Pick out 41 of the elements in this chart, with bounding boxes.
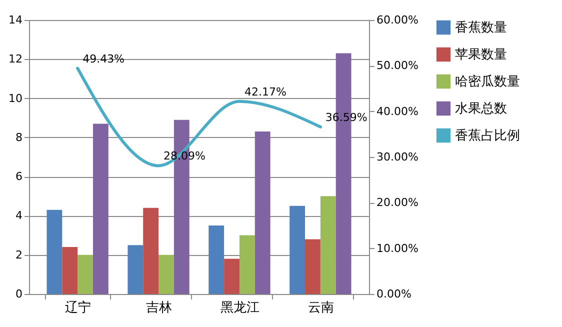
bar [320,196,336,294]
bar [239,235,255,294]
legend-label: 苹果数量 [455,48,507,62]
y-tick-label: 10 [8,92,22,105]
y2-tick-label: 20.00% [376,196,418,210]
y2-tick-label: 30.00% [376,150,418,164]
data-label: 49.43% [82,52,125,66]
x-tick-label: 辽宁 [65,300,92,316]
legend-label: 香蕉数量 [455,20,507,36]
y-tick-label: 4 [16,209,22,222]
y2-tick-label: 0.00% [376,288,412,300]
y2-tick-label: 10.00% [376,242,418,255]
bar [158,254,174,294]
y-tick-label: 12 [8,52,22,66]
x-tick-label: 吉林 [146,300,172,316]
y-tick-label: 8 [16,130,22,144]
bar [62,247,78,294]
y-tick-label: 14 [8,14,22,26]
bar [78,254,93,294]
x-tick-label: 黑龙江 [220,300,260,316]
y-tick-label: 2 [16,248,22,262]
data-label: 42.17% [244,85,286,98]
bar [143,208,159,294]
y-tick-label: 6 [16,170,22,184]
bar [290,206,306,294]
legend-label: 哈密瓜数量 [455,74,520,90]
x-tick-label: 云南 [308,300,334,316]
y2-tick-label: 40.00% [376,104,418,118]
legend-label: 水果总数 [455,102,507,116]
legend-label: 香蕉占比例 [455,128,520,144]
bar [46,210,62,294]
line-series [76,66,322,168]
y-tick-label: 0 [16,288,22,300]
y2-tick-label: 50.00% [376,59,418,72]
bar [128,245,144,294]
bar [254,132,270,294]
y2-tick-label: 60.00% [376,14,418,26]
bar [208,226,224,294]
bar [224,258,240,294]
bar [92,124,108,294]
bar [305,239,320,294]
